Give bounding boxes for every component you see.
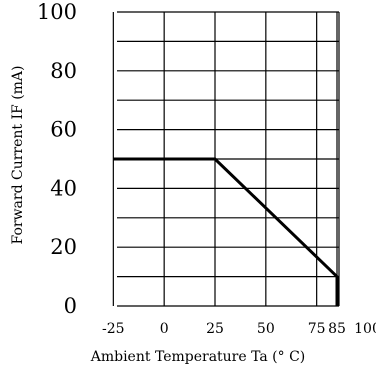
x-tick-label: 100 — [354, 321, 376, 337]
x-axis-title: Ambient Temperature Ta (° C) — [90, 349, 306, 365]
x-tick-label: -25 — [102, 321, 125, 337]
x-tick-label: 50 — [257, 321, 275, 337]
x-tick-label: 75 — [308, 321, 326, 337]
x-tick-label: 25 — [206, 321, 224, 337]
x-tick-label: 0 — [160, 321, 169, 337]
y-tick-labels: 0 20 40 60 80 100 — [37, 0, 77, 318]
y-tick-label: 80 — [50, 59, 77, 83]
y-tick-label: 40 — [50, 176, 77, 200]
y-tick-label: 20 — [50, 235, 77, 259]
y-tick-label: 0 — [64, 294, 77, 318]
x-tick-label: 85 — [328, 321, 346, 337]
y-axis-title: Forward Current IF (mA) — [10, 66, 26, 245]
y-tick-label: 100 — [37, 0, 77, 24]
series-layer — [113, 157, 339, 306]
y-tick-label: 60 — [50, 118, 77, 142]
derating-curve — [113, 157, 339, 306]
